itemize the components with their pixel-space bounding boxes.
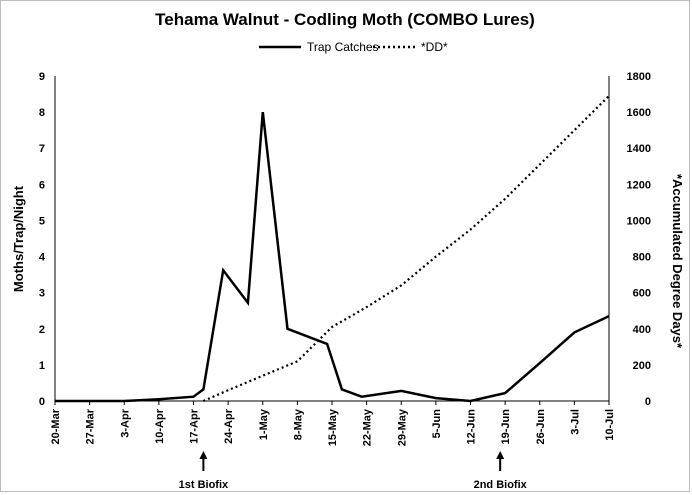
series-line-dd (202, 95, 610, 403)
x-tick-label: 20-Mar (50, 408, 62, 444)
legend-label-trap-catches: Trap Catches (307, 40, 379, 54)
legend: Trap Catches *DD* (259, 40, 448, 54)
y-axis-label: Moths/Trap/Night (11, 185, 26, 292)
biofix-label: 2nd Biofix (474, 479, 528, 491)
x-axis-ticks: 20-Mar 27-Mar 3-Apr 10-Apr 17-Apr 24-Apr 1-May… (50, 401, 616, 446)
chart-title: Tehama Walnut - Codling Moth (COMBO Lure… (155, 10, 535, 29)
y-axis-ticks: 0 1 2 3 4 5 6 7 8 9 (39, 71, 46, 408)
y2-tick-label: 600 (633, 288, 651, 300)
y-tick-label: 1 (39, 360, 45, 372)
x-tick-label: 17-Apr (189, 408, 201, 444)
x-tick-label: 3-Apr (119, 408, 131, 437)
y-tick-label: 7 (39, 143, 45, 155)
x-tick-label: 10-Jul (604, 409, 616, 441)
y2-tick-label: 1400 (627, 143, 651, 155)
x-tick-label: 3-Jul (569, 409, 581, 435)
y2-tick-label: 1200 (627, 179, 651, 191)
y2-axis-ticks: 0 200 400 600 800 1000 1200 1400 1600 1800 (627, 71, 651, 408)
y-tick-label: 9 (39, 71, 45, 83)
x-tick-label: 27-Mar (85, 408, 97, 444)
y2-axis-label: *Accumulated Degree Days* (670, 174, 685, 349)
x-tick-label: 15-May (327, 408, 339, 446)
y-tick-label: 6 (39, 179, 45, 191)
annotations: 1st Biofix 2nd Biofix (179, 451, 528, 491)
y2-tick-label: 800 (633, 252, 651, 264)
y2-tick-label: 400 (633, 324, 651, 336)
series-line-trap-catches (55, 111, 610, 403)
x-tick-label: 26-Jun (535, 409, 547, 445)
y2-tick-label: 200 (633, 360, 651, 372)
y2-tick-label: 1800 (627, 71, 651, 83)
y2-tick-label: 1600 (627, 107, 651, 119)
x-tick-label: 5-Jun (431, 409, 443, 439)
y-tick-label: 2 (39, 324, 45, 336)
y-tick-label: 4 (39, 252, 46, 264)
series-lines (55, 95, 610, 403)
x-tick-label: 8-May (292, 408, 304, 440)
x-tick-label: 10-Apr (154, 408, 166, 444)
y2-tick-label: 0 (645, 396, 651, 408)
y2-tick-label: 1000 (627, 215, 651, 227)
y-tick-label: 3 (39, 288, 45, 300)
y-tick-label: 8 (39, 107, 45, 119)
biofix-label: 1st Biofix (179, 479, 229, 491)
legend-label-dd: *DD* (421, 40, 448, 54)
x-tick-label: 19-Jun (500, 409, 512, 445)
x-tick-label: 1-May (258, 408, 270, 440)
x-tick-label: 24-Apr (223, 408, 235, 444)
biofix-arrow-head (199, 451, 208, 459)
biofix-arrow-head (496, 451, 505, 459)
axes (54, 76, 610, 402)
y-tick-label: 0 (39, 396, 45, 408)
x-tick-label: 22-May (362, 408, 374, 446)
x-tick-label: 29-May (396, 408, 408, 446)
x-tick-label: 12-Jun (466, 409, 478, 445)
y-tick-label: 5 (39, 215, 45, 227)
